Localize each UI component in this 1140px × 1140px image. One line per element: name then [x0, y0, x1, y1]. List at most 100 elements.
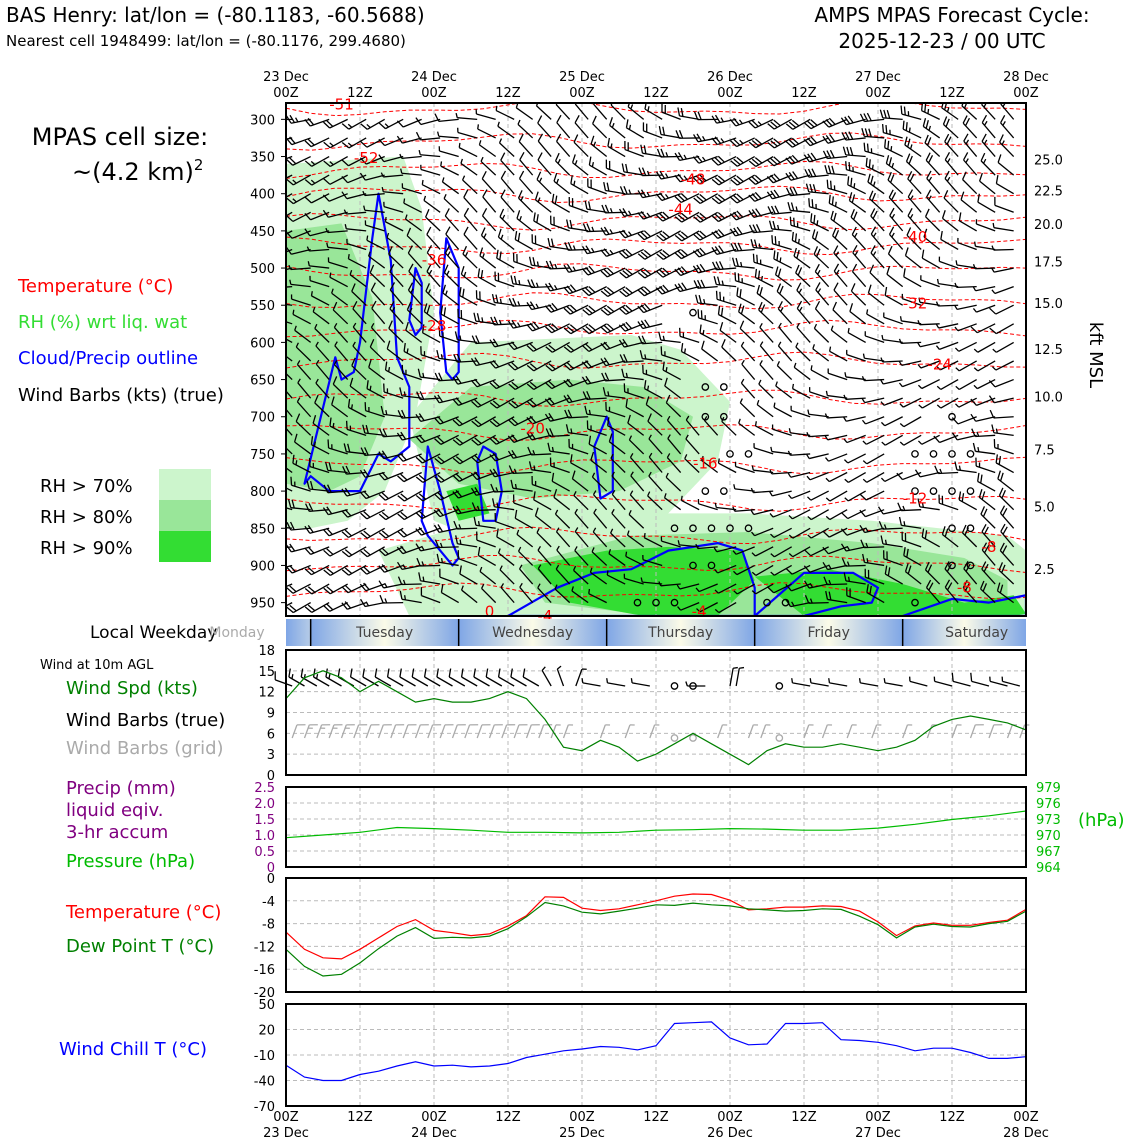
cs-barb-halfflag: [410, 288, 414, 294]
cs-barb-halfflag: [537, 197, 541, 203]
cs-barb-halfflag: [478, 140, 482, 146]
cs-barb-flag: [999, 584, 1004, 594]
cs-barb-flag: [507, 435, 515, 443]
true-barb-9-flag: [386, 668, 390, 678]
cs-barb-flag: [962, 115, 968, 124]
cs-barb-flag: [755, 224, 761, 233]
cs-barb-flag: [822, 546, 829, 555]
cs-barb-flag: [860, 539, 865, 548]
cs-barb-flag: [537, 152, 543, 161]
cs-barb-flag: [286, 115, 292, 124]
cs-barb-flag: [659, 213, 667, 220]
cs-barb-halfflag: [313, 441, 316, 447]
cs-barb-flag: [489, 382, 497, 390]
cs-barb-flag: [815, 282, 821, 291]
cs-barb-halfflag: [880, 379, 884, 385]
cs-barb-flag: [618, 324, 626, 332]
wind-gridlines: [286, 649, 1026, 776]
cs-barb-flag: [359, 157, 367, 165]
cs-barb-flag: [323, 160, 331, 167]
cs-barb-flag: [368, 359, 372, 368]
cs-barb-halfflag: [350, 404, 354, 410]
cs-barb-flag: [455, 505, 462, 514]
cs-barb-halfflag: [917, 363, 922, 369]
cs-barb-flag: [530, 279, 536, 288]
cs-barb-flag: [848, 131, 854, 140]
cs-barb-flag: [751, 120, 759, 127]
cs-barb-flag: [566, 285, 574, 293]
grid-barb-36-staff: [902, 724, 909, 739]
cs-barb-halfflag: [788, 494, 793, 499]
cs-barb-staff: [759, 327, 774, 343]
cs-barb-flag: [733, 195, 741, 202]
cs-barb-flag: [588, 201, 592, 210]
cs-date-tick: 23 Dec: [263, 70, 309, 85]
cs-barb-flag: [826, 150, 832, 159]
cs-barb-flag: [998, 456, 1002, 465]
cs-barb-flag: [886, 109, 891, 119]
cs-barb-flag: [529, 415, 537, 424]
cs-barb-staff: [886, 273, 904, 288]
true-barb-24-staff: [582, 682, 601, 687]
cs-barb-flag: [286, 522, 292, 531]
cs-barb-staff: [477, 128, 496, 139]
cs-barb-staff: [286, 174, 293, 179]
calm-circle-26: [911, 487, 919, 495]
cs-barb-flag: [381, 450, 388, 459]
cs-barb-halfflag: [647, 106, 650, 112]
cs-barb-halfflag: [714, 568, 719, 574]
cs-barb-flag: [658, 331, 662, 341]
cs-barb-flag: [378, 513, 387, 521]
cs-barb-flag: [489, 339, 496, 348]
cs-barb-flag: [289, 136, 296, 144]
cs-barb-flag: [500, 152, 506, 161]
cs-barb-flag: [556, 114, 562, 123]
temp-contour-13: [286, 494, 1026, 512]
cs-barb-flag: [999, 134, 1004, 143]
cs-barb-staff: [624, 577, 644, 585]
cs-barb-flag: [474, 454, 482, 462]
cs-barb-flag: [717, 175, 726, 182]
cs-barb-halfflag: [643, 532, 646, 538]
cs-barb-flag: [944, 103, 948, 111]
cs-barb-staff: [573, 569, 589, 585]
legend-cloud: Cloud/Precip outline: [18, 348, 198, 369]
cs-barb-flag: [471, 400, 479, 408]
cs-barb-flag: [548, 397, 555, 405]
cs-barb-staff: [919, 301, 940, 306]
cs-barb-flag: [526, 345, 534, 352]
cs-barb-flag: [925, 120, 929, 129]
cs-barb-halfflag: [611, 489, 616, 495]
cs-barb-flag: [434, 113, 440, 122]
pp-rtick-label: 976: [1036, 797, 1061, 812]
cs-barb-halfflag: [871, 164, 874, 170]
cs-barb-flag: [496, 249, 499, 259]
cs-barb-flag: [549, 260, 554, 269]
cs-barb-staff: [625, 406, 644, 418]
cs-barb-flag: [1000, 114, 1006, 124]
cs-barb-flag: [400, 493, 408, 500]
cell-size-value: ~(4.2 km): [72, 158, 194, 186]
cs-barb-staff: [883, 316, 903, 325]
temp-contour-8: [286, 319, 1026, 338]
cs-barb-flag: [807, 120, 815, 128]
cs-barb-flag: [415, 528, 422, 536]
cs-barb-flag: [730, 179, 738, 186]
cs-barb-halfflag: [385, 410, 388, 415]
cs-barb-staff: [573, 495, 589, 511]
grid-barb-24-staff: [624, 724, 631, 739]
cs-barb-flag: [286, 197, 294, 205]
cs-barb-flag: [791, 231, 794, 241]
cs-barb-staff: [753, 509, 774, 516]
cs-barb-staff: [290, 283, 311, 288]
cs-barb-staff: [814, 308, 830, 325]
cs-barb-halfflag: [788, 428, 791, 434]
cs-barb-flag: [656, 270, 664, 278]
cs-barb-flag: [785, 141, 793, 148]
cs-barb-flag: [868, 190, 874, 199]
cs-barb-staff: [286, 390, 293, 399]
cs-barb-flag: [711, 115, 718, 124]
cs-barb-flag: [870, 245, 876, 254]
cs-barb-flag: [754, 138, 763, 145]
cs-barb-halfflag: [665, 173, 669, 178]
